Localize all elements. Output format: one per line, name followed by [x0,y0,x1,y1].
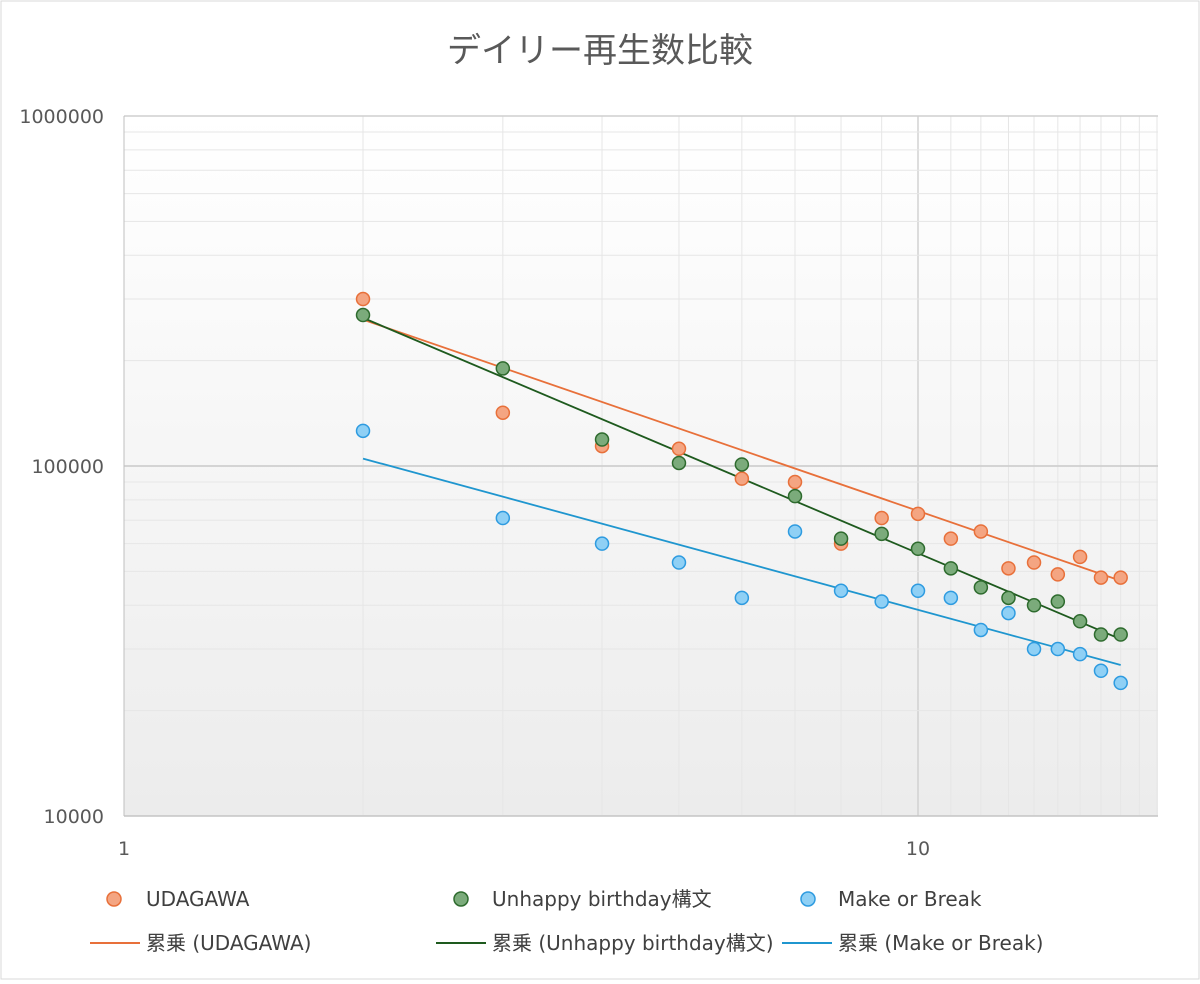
data-point-series-1[interactable] [973,580,989,595]
data-point-series-2[interactable] [355,423,371,439]
data-point-series-0[interactable] [787,474,803,490]
legend-item-trend-unhappy[interactable]: 累乗 (Unhappy birthday構文) [436,931,774,955]
grid-layer [124,115,1158,817]
legend-item-udagawa[interactable]: UDAGAWA [106,887,250,911]
axis-layer: 1000000 100000 10000 1 10 [19,106,1158,860]
data-point-series-2[interactable] [973,622,989,638]
y-tick-label: 10000 [44,806,104,828]
chart-title: デイリー再生数比較 [447,31,753,71]
x-tick-label: 1 [118,838,130,860]
data-point-series-1[interactable] [833,531,849,546]
data-point-series-2[interactable] [874,594,889,609]
data-point-series-1[interactable] [734,457,750,472]
data-point-series-0[interactable] [1026,555,1042,570]
data-point-series-0[interactable] [874,510,889,526]
legend-label-trend-udagawa: 累乗 (UDAGAWA) [146,931,311,955]
data-point-series-1[interactable] [594,432,610,447]
data-point-series-1[interactable] [1093,627,1109,642]
data-point-series-0[interactable] [1113,570,1128,585]
data-point-series-1[interactable] [495,361,511,376]
data-point-series-2[interactable] [671,555,687,570]
legend-marker-unhappy [453,891,469,907]
data-point-series-0[interactable] [973,524,989,539]
legend-label-make-or-break: Make or Break [838,887,982,911]
data-point-series-2[interactable] [1093,663,1109,679]
data-point-series-2[interactable] [943,590,959,606]
data-point-series-0[interactable] [1093,570,1109,585]
data-point-series-1[interactable] [1072,614,1088,629]
legend-item-unhappy[interactable]: Unhappy birthday構文 [453,887,712,911]
data-point-series-1[interactable] [943,561,959,576]
x-tick-label: 10 [906,838,930,860]
data-point-series-0[interactable] [1001,561,1016,576]
data-point-series-2[interactable] [1026,641,1042,657]
data-point-series-2[interactable] [1001,605,1016,621]
data-point-series-1[interactable] [1050,594,1066,609]
legend-item-trend-make-or-break[interactable]: 累乗 (Make or Break) [782,931,1043,955]
data-point-series-1[interactable] [910,541,926,557]
data-point-series-1[interactable] [671,455,687,471]
data-point-series-1[interactable] [874,526,889,542]
data-point-series-0[interactable] [1050,567,1066,582]
data-point-series-0[interactable] [734,471,750,486]
legend-label-udagawa: UDAGAWA [146,887,250,911]
data-point-series-2[interactable] [833,583,849,599]
data-point-series-2[interactable] [594,536,610,551]
data-point-series-1[interactable] [1113,627,1128,642]
legend-label-trend-make-or-break: 累乗 (Make or Break) [838,931,1043,955]
data-point-series-2[interactable] [1113,675,1128,691]
data-point-series-0[interactable] [910,506,926,522]
data-point-series-1[interactable] [1026,598,1042,613]
trendline-0 [362,318,1121,582]
legend: UDAGAWA Unhappy birthday構文 Make or Break… [90,887,1043,955]
legend-item-make-or-break[interactable]: Make or Break [800,887,982,911]
trendline-2 [362,457,1121,666]
data-point-series-2[interactable] [787,524,803,539]
y-tick-label: 100000 [31,456,104,478]
data-point-series-2[interactable] [734,590,750,606]
legend-marker-udagawa [106,891,122,907]
data-point-series-2[interactable] [495,510,511,526]
data-point-series-0[interactable] [1072,549,1088,565]
data-point-series-2[interactable] [910,583,926,599]
data-point-series-0[interactable] [943,531,959,546]
data-point-series-2[interactable] [1050,641,1066,657]
y-tick-label: 1000000 [19,106,104,128]
points-layer [355,291,1128,691]
data-point-series-2[interactable] [1072,646,1088,662]
legend-label-unhappy: Unhappy birthday構文 [492,887,712,911]
legend-label-trend-unhappy: 累乗 (Unhappy birthday構文) [492,931,774,955]
legend-marker-make-or-break [800,891,816,907]
data-point-series-0[interactable] [355,291,371,307]
legend-item-trend-udagawa[interactable]: 累乗 (UDAGAWA) [90,931,311,955]
data-point-series-1[interactable] [355,307,371,323]
data-point-series-0[interactable] [671,441,687,457]
data-point-series-1[interactable] [787,488,803,504]
data-point-series-0[interactable] [495,405,511,420]
data-point-series-1[interactable] [1001,590,1016,606]
